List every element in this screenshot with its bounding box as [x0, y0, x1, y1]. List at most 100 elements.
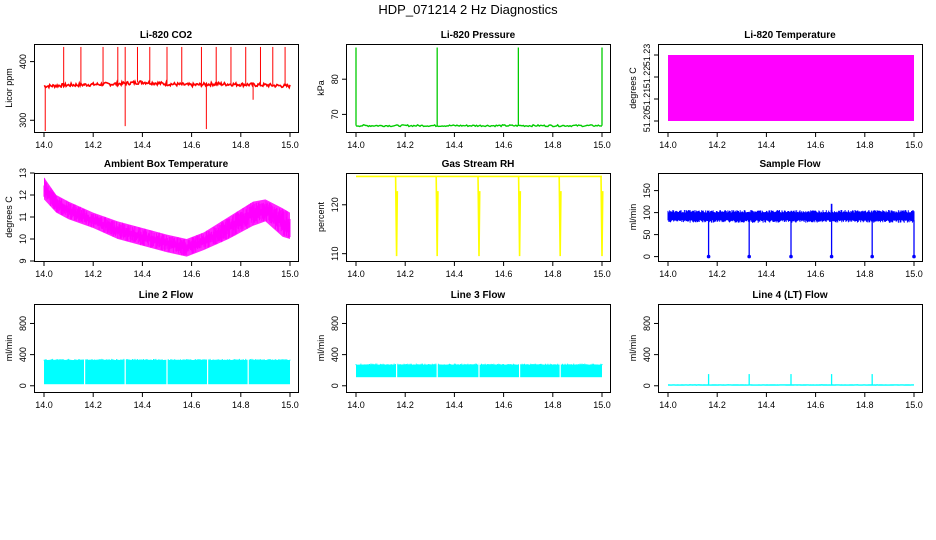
panel-title: Line 4 (LT) Flow — [752, 290, 828, 301]
data-dip — [600, 176, 604, 257]
series-line2 — [43, 358, 291, 386]
y-tick-label: 51.23 — [642, 44, 652, 67]
data-dip-point — [829, 254, 834, 259]
plot-frame — [658, 304, 923, 393]
y-tick-label: 800 — [330, 316, 340, 331]
x-tick-label: 14.4 — [446, 400, 464, 410]
x-tick-label: 14.0 — [659, 140, 677, 150]
x-tick-label: 14.8 — [232, 140, 250, 150]
x-tick-label: 14.0 — [659, 400, 677, 410]
data-envelope — [44, 177, 290, 257]
panel-title: Line 2 Flow — [139, 290, 194, 301]
y-axis-label: kPa — [316, 80, 326, 96]
y-tick-label: 10 — [18, 234, 28, 244]
figure-title: HDP_071214 2 Hz Diagnostics — [378, 2, 558, 17]
series-rh — [356, 175, 604, 257]
x-tick-label: 14.0 — [347, 140, 365, 150]
y-axis-label: ml/min — [628, 204, 638, 231]
x-tick-label: 14.4 — [446, 140, 464, 150]
y-tick-label: 11 — [18, 212, 28, 221]
series-sample-flow — [667, 203, 916, 259]
y-tick-label: 800 — [642, 316, 652, 331]
x-tick-label: 14.0 — [347, 269, 365, 279]
x-tick-label: 14.6 — [183, 140, 201, 150]
panel-rh: Gas Stream RH 14.0 14.2 14.4 14.6 14.8 15.0 110… — [316, 159, 611, 279]
x-tick-label: 14.2 — [84, 140, 102, 150]
y-axis-label: degrees C — [4, 196, 14, 238]
series-ambient — [43, 177, 291, 257]
x-tick-label: 14.0 — [659, 269, 677, 279]
y-tick-label: 9 — [18, 258, 28, 263]
x-tick-label: 15.0 — [593, 400, 611, 410]
y-axis-label: ml/min — [628, 335, 638, 362]
x-tick-label: 14.4 — [446, 269, 464, 279]
x-tick-label: 14.8 — [856, 269, 874, 279]
y-tick-label: 0 — [642, 254, 652, 259]
panel-line2: Line 2 Flow 14.0 14.2 14.4 14.6 14.8 15.0 0 400 8… — [4, 290, 299, 410]
x-tick-label: 14.4 — [758, 400, 776, 410]
x-tick-label: 14.0 — [35, 269, 53, 279]
x-tick-label: 14.2 — [84, 400, 102, 410]
y-tick-label: 150 — [642, 183, 652, 198]
data-dip — [394, 176, 399, 257]
panel-title: Line 3 Flow — [451, 290, 506, 301]
x-tick-label: 14.0 — [347, 400, 365, 410]
panel-line4: Line 4 (LT) Flow 14.0 14.2 14.4 14.6 14.8 15.0… — [628, 290, 923, 410]
data-noise — [667, 210, 915, 223]
x-tick-label: 15.0 — [593, 140, 611, 150]
y-tick-label: 13 — [18, 168, 28, 178]
series-line4 — [667, 374, 914, 386]
y-tick-label: 12 — [18, 190, 28, 200]
panel-line3: Line 3 Flow 14.0 14.2 14.4 14.6 14.8 15.0 0 400 8… — [316, 290, 611, 410]
data-dip — [517, 176, 522, 257]
x-tick-label: 14.2 — [396, 400, 414, 410]
panel-title: Li-820 Temperature — [744, 30, 836, 41]
data-dip-point — [706, 254, 711, 259]
y-tick-label: 0 — [330, 383, 340, 388]
series-line3 — [355, 363, 603, 379]
panel-title: Li-820 Pressure — [441, 30, 516, 41]
series-co2 — [43, 46, 291, 131]
y-axis-label: Licor ppm — [4, 68, 14, 108]
panel-licor-temp: Li-820 Temperature 14.0 14.2 14.4 14.6 14.8 15… — [628, 30, 923, 150]
x-tick-label: 15.0 — [905, 269, 923, 279]
data-noise — [355, 363, 603, 366]
x-tick-label: 14.2 — [708, 269, 726, 279]
x-tick-label: 14.4 — [134, 400, 152, 410]
data-band — [668, 55, 914, 121]
x-tick-label: 14.8 — [544, 140, 562, 150]
y-tick-label: 70 — [330, 109, 340, 119]
plot-frame — [346, 44, 611, 133]
plot-frame — [346, 304, 611, 393]
x-tick-label: 14.4 — [134, 269, 152, 279]
data-dip — [477, 176, 481, 257]
x-tick-label: 14.0 — [35, 140, 53, 150]
y-tick-label: 400 — [18, 347, 28, 362]
x-tick-label: 14.6 — [495, 400, 513, 410]
data-noise — [43, 358, 291, 361]
x-tick-label: 14.6 — [183, 400, 201, 410]
plot-frame — [34, 304, 299, 393]
panel-title: Ambient Box Temperature — [104, 159, 229, 170]
data-dip — [558, 176, 562, 257]
y-tick-label: 100 — [642, 205, 652, 220]
y-tick-label: 110 — [330, 246, 340, 260]
data-line — [43, 79, 291, 90]
y-tick-label: 0 — [18, 383, 28, 388]
y-tick-label: 800 — [18, 316, 28, 331]
x-tick-label: 14.6 — [183, 269, 201, 279]
y-axis-label: ml/min — [316, 335, 326, 362]
x-tick-label: 14.2 — [708, 400, 726, 410]
x-tick-label: 15.0 — [281, 400, 299, 410]
data-dip-point — [747, 254, 751, 259]
x-tick-label: 14.6 — [807, 269, 825, 279]
y-axis-label: ml/min — [4, 335, 14, 362]
x-tick-label: 14.6 — [807, 140, 825, 150]
panel-title: Li-820 CO2 — [140, 30, 193, 41]
x-tick-label: 14.2 — [84, 269, 102, 279]
data-dip-point — [912, 254, 916, 259]
x-tick-label: 15.0 — [905, 400, 923, 410]
x-tick-label: 15.0 — [281, 140, 299, 150]
